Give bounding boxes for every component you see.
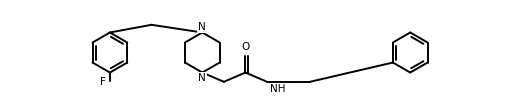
Text: NH: NH xyxy=(270,84,285,94)
Text: N: N xyxy=(198,73,206,83)
Text: F: F xyxy=(100,77,105,87)
Text: O: O xyxy=(241,42,250,52)
Text: N: N xyxy=(198,22,206,32)
